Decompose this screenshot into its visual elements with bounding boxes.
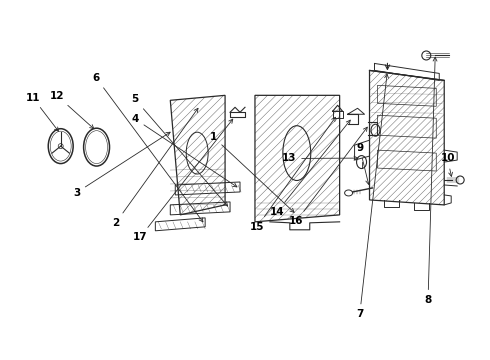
Text: 16: 16 — [289, 127, 368, 226]
Text: 11: 11 — [25, 93, 58, 131]
Text: 3: 3 — [73, 132, 170, 198]
Text: 6: 6 — [93, 73, 203, 222]
Text: 17: 17 — [133, 119, 233, 242]
Text: 7: 7 — [356, 74, 389, 319]
Text: 10: 10 — [441, 153, 455, 176]
Text: 9: 9 — [356, 143, 369, 184]
Text: 13: 13 — [282, 153, 358, 163]
Text: 8: 8 — [424, 57, 437, 305]
Text: 1: 1 — [210, 132, 294, 212]
Text: 15: 15 — [250, 117, 336, 231]
Text: 2: 2 — [112, 108, 198, 228]
Text: 14: 14 — [270, 120, 350, 217]
Text: 4: 4 — [131, 114, 237, 187]
Text: 5: 5 — [131, 94, 228, 206]
Text: 12: 12 — [50, 91, 94, 129]
